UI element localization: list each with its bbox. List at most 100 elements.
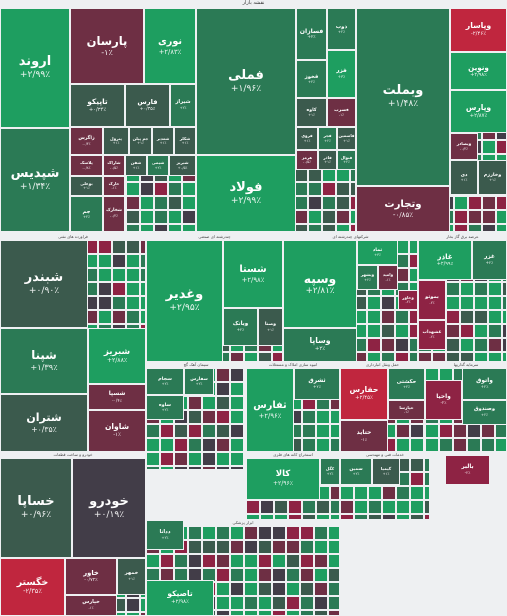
minor-stock-tile[interactable] <box>272 568 286 582</box>
minor-stock-tile[interactable] <box>467 438 481 452</box>
minor-stock-tile[interactable] <box>460 282 474 296</box>
minor-stock-tile[interactable] <box>340 486 354 500</box>
minor-stock-tile[interactable] <box>140 182 154 196</box>
stock-tile[interactable]: وبشهر +۲٪ <box>357 265 378 290</box>
stock-tile[interactable]: واحیا -۲٪ <box>425 380 462 420</box>
minor-stock-tile[interactable] <box>446 338 460 352</box>
minor-stock-tile[interactable] <box>216 382 230 396</box>
stock-tile[interactable]: وپاسار -۲/۴۶٪ <box>450 8 507 52</box>
minor-stock-tile[interactable] <box>168 196 182 210</box>
minor-stock-tile[interactable] <box>202 410 216 424</box>
stock-tile[interactable]: حتاید -۱٪ <box>340 420 388 452</box>
minor-stock-tile[interactable] <box>182 182 196 196</box>
stock-tile[interactable]: پلاسک -۰/۸٪ <box>70 155 103 176</box>
minor-stock-tile[interactable] <box>482 140 496 154</box>
minor-stock-tile[interactable] <box>258 610 272 616</box>
minor-stock-tile[interactable] <box>258 554 272 568</box>
minor-stock-tile[interactable] <box>216 466 230 470</box>
minor-stock-tile[interactable] <box>244 452 246 466</box>
minor-stock-tile[interactable] <box>453 438 467 452</box>
minor-stock-tile[interactable] <box>188 410 202 424</box>
minor-stock-tile[interactable] <box>126 210 140 224</box>
minor-stock-tile[interactable] <box>468 196 482 210</box>
stock-tile[interactable]: شبریز +۲/۸۸٪ <box>88 328 146 384</box>
minor-stock-tile[interactable] <box>502 282 507 296</box>
minor-stock-tile[interactable] <box>439 424 453 438</box>
stock-tile[interactable]: شبندر +۰/۹۰٪ <box>0 240 88 328</box>
minor-stock-tile[interactable] <box>160 466 174 470</box>
minor-stock-tile[interactable] <box>216 424 230 438</box>
minor-stock-tile[interactable] <box>300 568 314 582</box>
minor-stock-tile[interactable] <box>446 282 460 296</box>
stock-tile[interactable]: شاراک -۰/۵٪ <box>103 155 125 176</box>
minor-stock-tile[interactable] <box>322 224 336 232</box>
minor-stock-tile[interactable] <box>216 582 230 596</box>
minor-stock-tile[interactable] <box>188 438 202 452</box>
minor-stock-tile[interactable] <box>409 324 418 338</box>
minor-stock-tile[interactable] <box>396 486 410 500</box>
minor-stock-tile[interactable] <box>230 352 244 362</box>
stock-tile[interactable]: زاگرس -۰/۴٪ <box>70 127 103 155</box>
stock-tile[interactable]: تاصیکو +۲/۹۸٪ <box>146 580 214 616</box>
minor-stock-tile[interactable] <box>410 514 424 520</box>
stock-tile[interactable]: خاور -۰/۷۲٪ <box>65 558 117 595</box>
minor-stock-tile[interactable] <box>286 610 300 616</box>
minor-stock-tile[interactable] <box>188 452 202 466</box>
stock-tile[interactable]: فجر +۲٪ <box>318 127 337 150</box>
minor-stock-tile[interactable] <box>286 554 300 568</box>
stock-tile[interactable]: فروی +۱٪ <box>296 127 318 150</box>
minor-stock-tile[interactable] <box>488 324 502 338</box>
minor-stock-tile[interactable] <box>409 254 418 268</box>
minor-stock-tile[interactable] <box>272 526 286 540</box>
minor-stock-tile[interactable] <box>367 296 381 310</box>
minor-stock-tile[interactable] <box>230 568 244 582</box>
minor-stock-tile[interactable] <box>126 598 140 612</box>
minor-stock-tile[interactable] <box>168 210 182 224</box>
minor-stock-tile[interactable] <box>188 540 202 554</box>
minor-stock-tile[interactable] <box>367 310 381 324</box>
minor-stock-tile[interactable] <box>367 324 381 338</box>
minor-stock-tile[interactable] <box>112 240 126 254</box>
stock-tile[interactable]: وسپه +۲/۸۱٪ <box>283 240 357 328</box>
minor-stock-tile[interactable] <box>381 352 395 362</box>
stock-tile[interactable]: وتجارت -۰/۸۵٪ <box>356 186 450 232</box>
minor-stock-tile[interactable] <box>112 268 126 282</box>
stock-tile[interactable]: وبانک +۲٪ <box>223 308 258 346</box>
minor-stock-tile[interactable] <box>202 396 216 410</box>
minor-stock-tile[interactable] <box>258 352 272 362</box>
stock-tile[interactable]: فملی +۱/۹۶٪ <box>196 8 296 155</box>
minor-stock-tile[interactable] <box>395 310 409 324</box>
minor-stock-tile[interactable] <box>488 338 502 352</box>
minor-stock-tile[interactable] <box>154 210 168 224</box>
minor-stock-tile[interactable] <box>160 424 174 438</box>
minor-stock-tile[interactable] <box>244 438 246 452</box>
minor-stock-tile[interactable] <box>410 500 424 514</box>
minor-stock-tile[interactable] <box>168 224 182 232</box>
minor-stock-tile[interactable] <box>316 424 330 438</box>
stock-tile[interactable]: شسپا -۰/۴٪ <box>88 384 146 410</box>
minor-stock-tile[interactable] <box>495 424 507 438</box>
stock-tile[interactable]: فاسمین +۱٪ <box>337 127 356 150</box>
minor-stock-tile[interactable] <box>112 296 126 310</box>
minor-stock-tile[interactable] <box>502 296 507 310</box>
minor-stock-tile[interactable] <box>294 168 308 182</box>
stock-tile[interactable]: کگل +۲٪ <box>320 458 340 485</box>
minor-stock-tile[interactable] <box>328 610 340 616</box>
stock-tile[interactable]: غزر +۲٪ <box>472 240 507 280</box>
stock-tile[interactable]: شاوان -۱٪ <box>88 410 146 452</box>
minor-stock-tile[interactable] <box>424 514 430 520</box>
minor-stock-tile[interactable] <box>410 424 424 438</box>
minor-stock-tile[interactable] <box>454 196 468 210</box>
minor-stock-tile[interactable] <box>336 210 350 224</box>
stock-tile[interactable]: کاوه +۱٪ <box>296 98 327 127</box>
stock-tile[interactable]: شتران +۰/۳۵٪ <box>0 394 88 452</box>
stock-tile[interactable]: خپارس -۱٪ <box>65 595 117 616</box>
minor-stock-tile[interactable] <box>230 554 244 568</box>
minor-stock-tile[interactable] <box>300 596 314 610</box>
minor-stock-tile[interactable] <box>395 324 409 338</box>
minor-stock-tile[interactable] <box>314 554 328 568</box>
stock-tile[interactable]: پترول +۱٪ <box>103 127 129 155</box>
minor-stock-tile[interactable] <box>98 310 112 324</box>
stock-tile[interactable]: شیمی +۲٪ <box>147 155 169 176</box>
minor-stock-tile[interactable] <box>140 224 154 232</box>
